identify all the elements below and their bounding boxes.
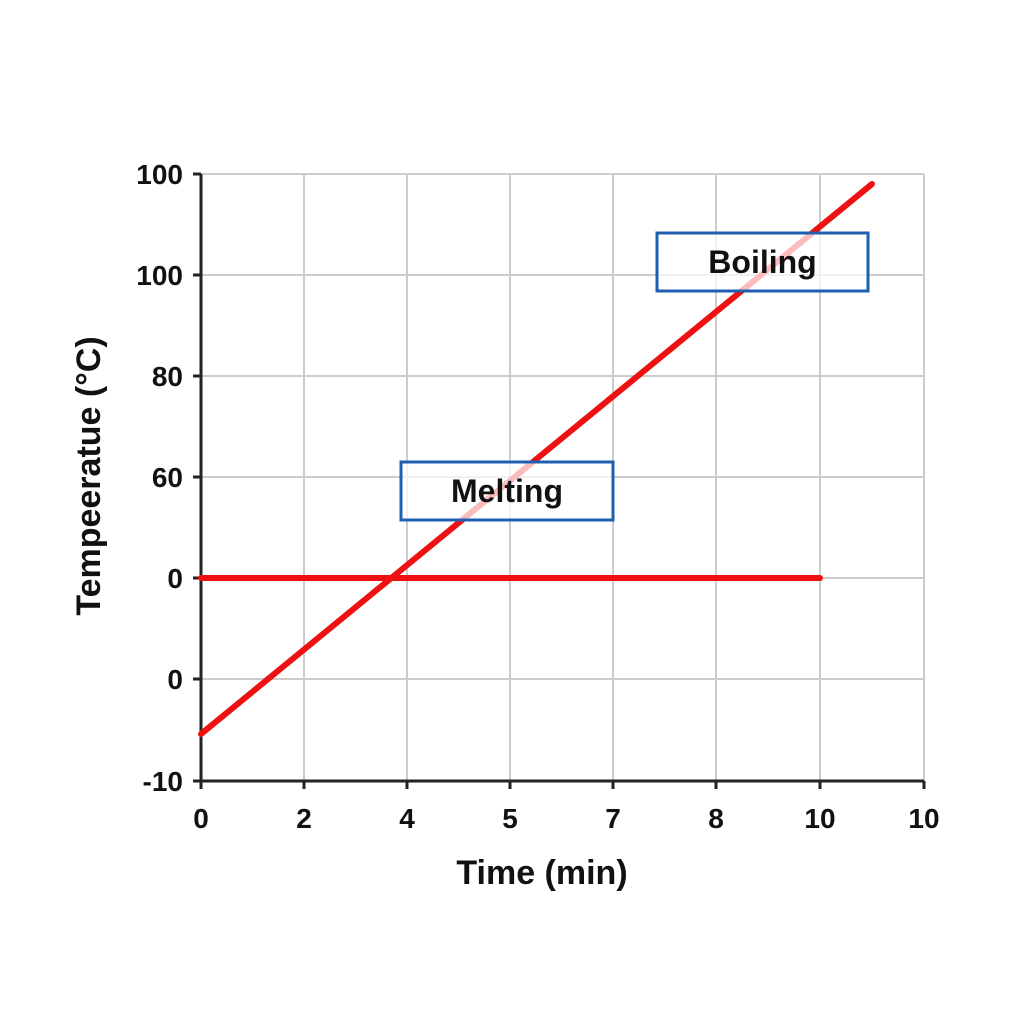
x-tick-label: 2 — [296, 803, 312, 834]
y-tick-label: 60 — [152, 462, 183, 493]
annotation-boiling: Boiling — [655, 231, 870, 293]
annotation-label: Boiling — [708, 244, 816, 280]
axes — [193, 172, 926, 789]
x-tick-label: 8 — [708, 803, 724, 834]
annotation-box — [399, 460, 615, 522]
x-tick-label: 10 — [908, 803, 939, 834]
y-tick-label: 0 — [167, 664, 183, 695]
x-axis-title: Time (min) — [456, 854, 627, 892]
y-tick-label: -10 — [143, 766, 183, 797]
y-tick-label: 100 — [136, 260, 183, 291]
x-tick-label: 4 — [399, 803, 415, 834]
x-tick-label: 10 — [804, 803, 835, 834]
tick-labels: 0 2 4 5 7 8 10 10 -10 0 0 60 80 100 100 — [136, 159, 939, 834]
x-tick-label: 7 — [605, 803, 621, 834]
y-tick-label: 80 — [152, 361, 183, 392]
annotation-melting: Melting — [399, 460, 615, 522]
x-tick-label: 0 — [193, 803, 209, 834]
x-tick-label: 5 — [502, 803, 518, 834]
annotation-box — [655, 231, 870, 293]
y-axis-title: Tempeeratue (°C) — [70, 336, 108, 615]
annotation-label: Melting — [451, 473, 563, 509]
y-tick-label: 0 — [167, 563, 183, 594]
annotations: Melting Boiling — [399, 231, 870, 522]
y-tick-label: 100 — [136, 159, 183, 190]
